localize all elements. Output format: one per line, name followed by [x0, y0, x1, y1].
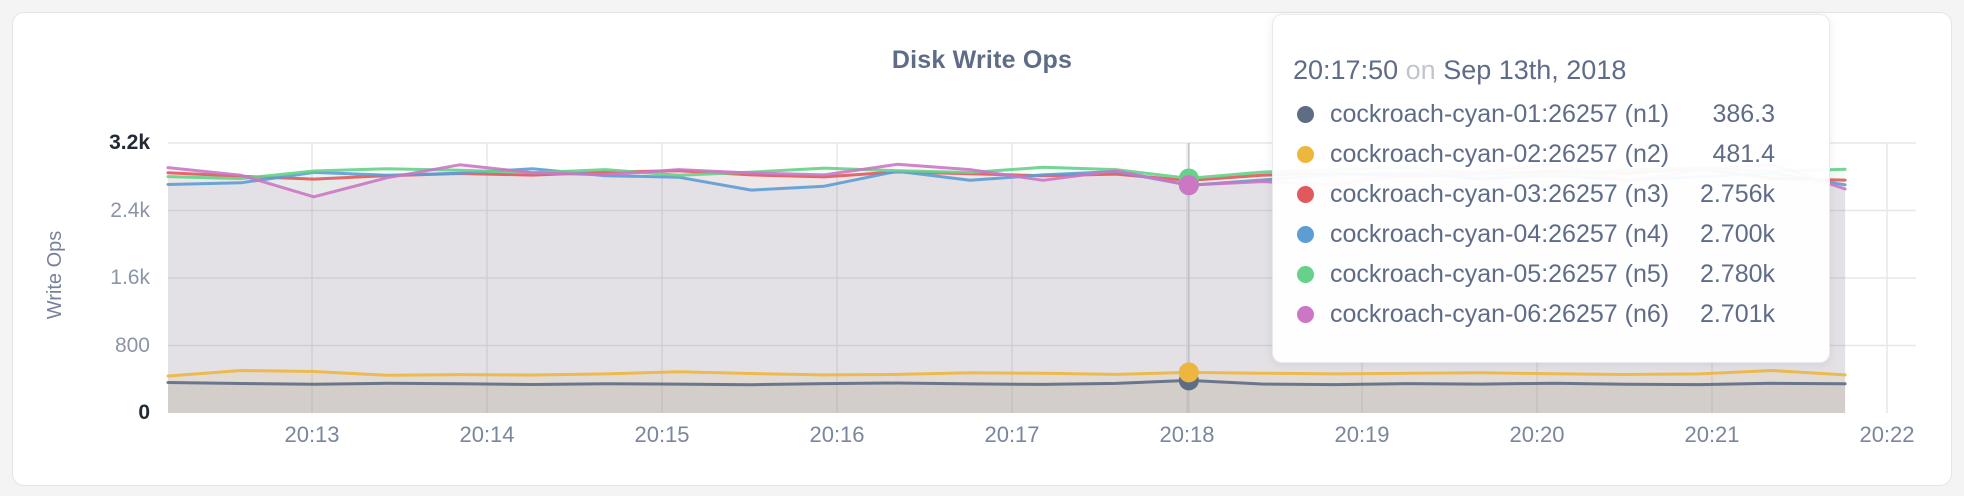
x-tick-label: 20:15 [634, 422, 690, 447]
series-value: 2.780k [1699, 259, 1775, 288]
series-dot-icon [1297, 105, 1314, 123]
tooltip-series-row: cockroach-cyan-06:26257 (n6) 2.701k [1291, 294, 1775, 334]
chart-title: Disk Write Ops [891, 46, 1073, 74]
tooltip-series-row: cockroach-cyan-05:26257 (n5) 2.780k [1291, 254, 1775, 294]
series-name: cockroach-cyan-02:26257 (n2) [1330, 139, 1670, 168]
x-tick-label: 20:22 [1859, 422, 1915, 447]
y-tick-label: 1.6k [110, 266, 150, 289]
series-name: cockroach-cyan-05:26257 (n5) [1330, 259, 1670, 288]
series-value: 2.756k [1699, 179, 1775, 208]
y-tick-label: 2.4k [110, 198, 150, 222]
series-name: cockroach-cyan-01:26257 (n1) [1330, 99, 1670, 128]
y-tick-label: 3.2k [109, 131, 150, 154]
tooltip-conjunction: on [1405, 55, 1436, 85]
series-value: 2.700k [1699, 219, 1775, 248]
hover-point-dot [1178, 362, 1199, 383]
tooltip-series-row: cockroach-cyan-02:26257 (n2) 481.4 [1291, 134, 1775, 174]
series-line [166, 369, 1847, 378]
x-tick-label: 20:18 [1159, 422, 1215, 447]
y-tick-label: 800 [114, 333, 150, 357]
tooltip-series-row: cockroach-cyan-01:26257 (n1) 386.3 [1291, 94, 1775, 134]
hover-point-dot [1178, 175, 1199, 196]
series-dot-icon [1297, 265, 1314, 283]
series-dot-icon [1297, 305, 1314, 323]
series-line [166, 378, 1847, 387]
tooltip-timestamp: 20:17:50 on Sep 13th, 2018 [1293, 53, 1775, 87]
series-value: 2.701k [1699, 299, 1775, 328]
x-tick-label: 20:14 [459, 422, 515, 447]
x-tick-label: 20:19 [1334, 422, 1390, 447]
series-value: 386.3 [1712, 99, 1775, 128]
y-tick-label: 0 [138, 401, 150, 424]
series-name: cockroach-cyan-06:26257 (n6) [1330, 299, 1670, 328]
series-area [168, 380, 1846, 413]
x-tick-label: 20:21 [1684, 422, 1740, 447]
x-tick-label: 20:13 [284, 422, 340, 447]
x-tick-label: 20:17 [984, 422, 1040, 447]
series-value: 481.4 [1712, 139, 1775, 168]
series-dot-icon [1297, 225, 1314, 243]
series-dot-icon [1297, 185, 1314, 203]
x-tick-label: 20:16 [809, 422, 865, 447]
series-name: cockroach-cyan-04:26257 (n4) [1330, 219, 1670, 248]
hover-tooltip: 20:17:50 on Sep 13th, 2018 cockroach-cya… [1272, 14, 1830, 363]
tooltip-series-row: cockroach-cyan-03:26257 (n3) 2.756k [1291, 174, 1775, 214]
tooltip-series-row: cockroach-cyan-04:26257 (n4) 2.700k [1291, 214, 1775, 254]
tooltip-date: Sep 13th, 2018 [1443, 55, 1627, 85]
series-area [168, 370, 1846, 413]
tooltip-time: 20:17:50 [1293, 55, 1399, 85]
tooltip-series-list: cockroach-cyan-01:26257 (n1) 386.3 cockroa… [1291, 94, 1775, 334]
series-name: cockroach-cyan-03:26257 (n3) [1330, 179, 1670, 208]
series-dot-icon [1297, 145, 1314, 163]
x-tick-label: 20:20 [1509, 422, 1565, 447]
